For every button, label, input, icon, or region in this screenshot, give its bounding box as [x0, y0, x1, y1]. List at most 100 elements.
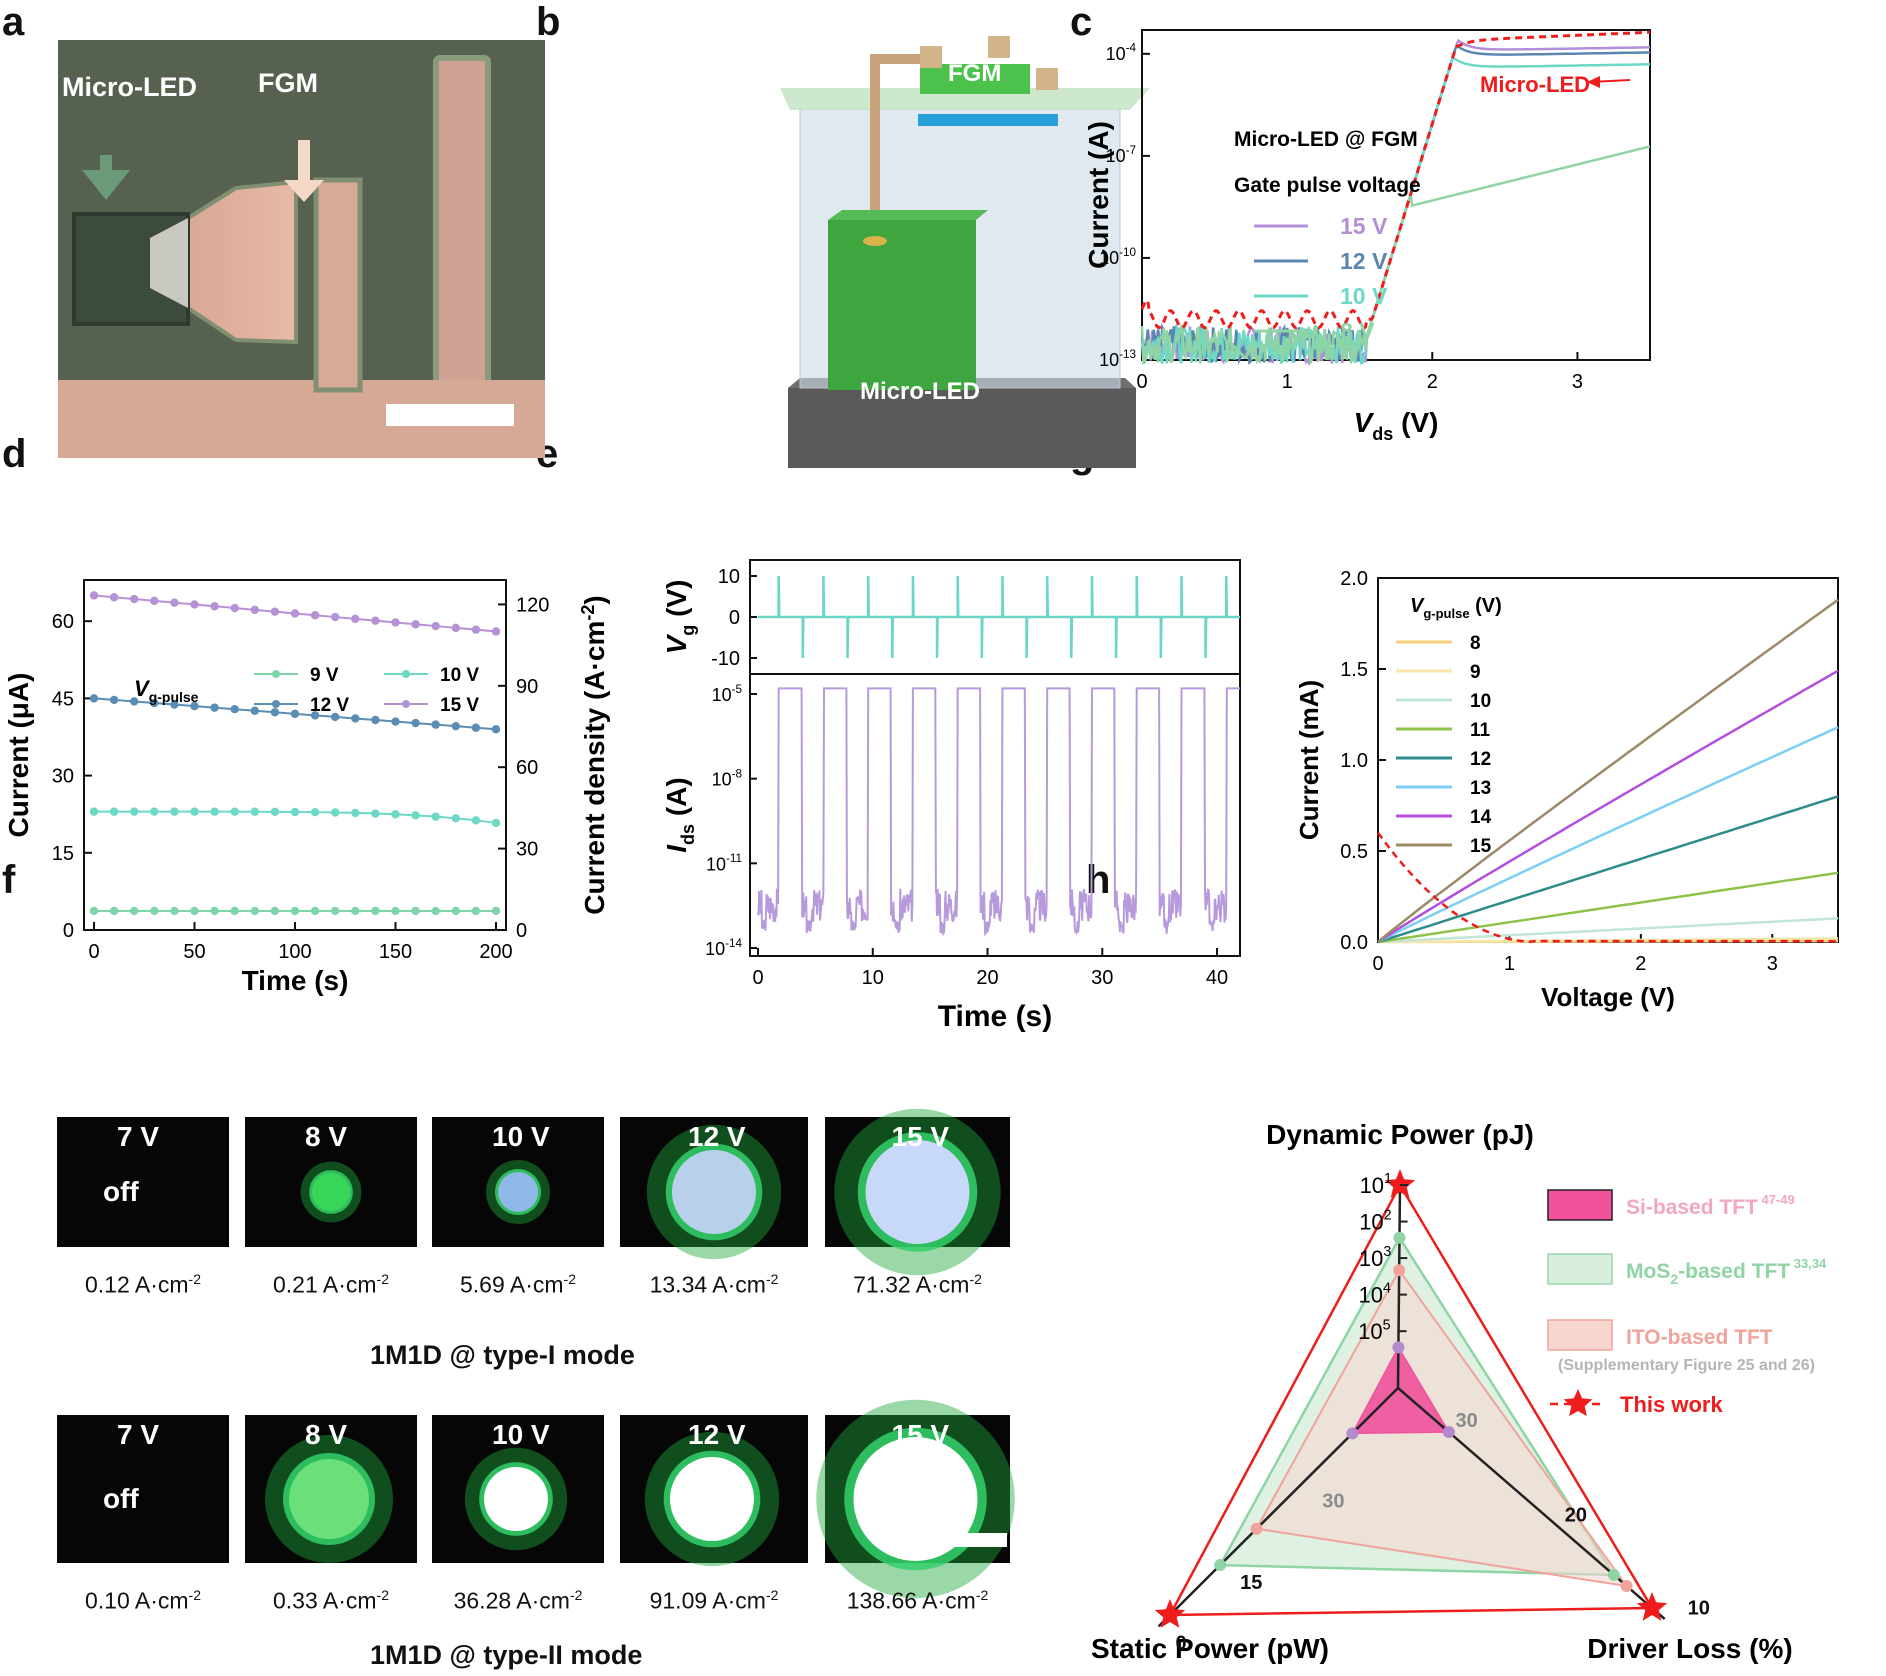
static-tick-label: 30	[1322, 1490, 1344, 1512]
x-tick-label: 3	[1572, 371, 1583, 393]
y-tick-label: 10-5	[712, 683, 743, 705]
data-point	[150, 596, 159, 606]
static-tick-label: 0	[1175, 1633, 1186, 1655]
glow-core	[672, 1150, 756, 1234]
data-point	[89, 694, 99, 703]
dynamic-tick-label: 102	[1359, 1208, 1391, 1235]
data-point	[210, 703, 219, 712]
x-tick-label: 0	[1136, 371, 1147, 393]
y-tick-label: 10-11	[706, 852, 742, 874]
vertex-marker	[1346, 1427, 1359, 1440]
radar-axis	[1157, 1387, 1399, 1628]
glow-core	[865, 1140, 970, 1244]
data-point	[150, 698, 159, 708]
chart-c: 0 1 2 3 10-13 10-10 10-7 10-4 Vds (V) Current (A)…	[1083, 29, 1651, 444]
legend-label-mos2: MoS2-based TFT 33,34	[1626, 1256, 1827, 1287]
axes-frame	[1141, 29, 1651, 361]
voltage-label: 15 V	[891, 1121, 950, 1152]
data-point	[411, 718, 420, 728]
series-Micro-LED	[1140, 30, 1651, 330]
legend-label: 12 V	[1340, 248, 1388, 274]
x-tick-label: 1	[1504, 953, 1515, 975]
legend-title-1: Micro-LED @ FGM	[1234, 128, 1418, 151]
current-density-caption: 0.33 A·cm-2	[273, 1587, 389, 1614]
axis-label-dynamic: Dynamic Power (pJ)	[1266, 1119, 1534, 1150]
legend-label: 12 V	[310, 695, 349, 716]
dynamic-tick-label: 104	[1358, 1281, 1390, 1308]
data-point	[391, 906, 400, 916]
x-tick-label: 0	[1372, 953, 1383, 975]
chart-e: 10 0 -10 10-5 10-8 10-11 10-14 0 10 20 30 40 Time (s…	[661, 559, 1241, 1033]
y-tick-label: 15	[52, 843, 74, 865]
legend-marker	[272, 700, 280, 708]
vertex-marker	[1442, 1426, 1455, 1438]
legend-label-this-work: This work	[1620, 1392, 1723, 1417]
data-point	[351, 906, 360, 916]
data-point	[109, 593, 119, 602]
data-point	[451, 623, 460, 633]
data-point	[351, 714, 360, 723]
data-point	[451, 814, 460, 823]
legend-marker	[402, 700, 410, 708]
panel-label-a: a	[2, 0, 25, 44]
data-point	[190, 701, 199, 711]
data-point	[391, 618, 400, 627]
glow-core	[670, 1457, 754, 1541]
legend-marker	[402, 670, 410, 678]
y-tick-label: 10-7	[1106, 144, 1136, 166]
data-point	[331, 712, 340, 722]
y-axis-label: Current (A)	[1083, 121, 1114, 269]
legend-title: Vg-pulse (V)	[1410, 595, 1502, 621]
label-micro-led: Micro-LED	[62, 72, 197, 102]
data-point	[109, 906, 119, 916]
legend-label: 9 V	[310, 665, 339, 686]
data-point	[391, 717, 400, 726]
y2-tick-label: 0	[516, 920, 527, 942]
axis-label-static: Static Power (pW)	[1091, 1633, 1329, 1664]
y-tick-label: 10-14	[705, 937, 742, 959]
glow-core	[289, 1459, 369, 1539]
x-axis-label: Time (s)	[938, 1000, 1052, 1033]
legend-label: 13	[1470, 778, 1491, 799]
data-point	[471, 723, 481, 732]
dynamic-tick-label: 105	[1358, 1317, 1390, 1344]
chart-h: Dynamic Power (pJ) Static Power (pW) Drive…	[1091, 1119, 1827, 1664]
glow-core	[498, 1172, 538, 1212]
vertex-marker	[1392, 1341, 1405, 1354]
panel-label-b: b	[536, 0, 561, 44]
data-point	[190, 906, 199, 916]
loss-tick-label: 20	[1565, 1505, 1587, 1527]
x-tick-label: 150	[379, 941, 412, 963]
data-point	[230, 807, 239, 816]
glow-core	[853, 1437, 978, 1561]
data-point	[411, 906, 420, 916]
scale-bar	[935, 1533, 1007, 1547]
legend-label: 14	[1470, 807, 1492, 828]
static-tick-label: 15	[1240, 1572, 1262, 1594]
data-point	[89, 807, 99, 816]
data-point	[371, 616, 380, 625]
data-point	[270, 607, 280, 616]
legend-title-2: Gate pulse voltage	[1234, 174, 1421, 197]
y-tick-label: 45	[52, 688, 74, 710]
micrograph-row1-4: 15 V	[825, 1108, 1010, 1276]
legend-label: 10	[1470, 691, 1491, 712]
data-point	[190, 600, 199, 609]
data-point	[491, 725, 501, 734]
data-point	[431, 720, 440, 729]
y-axis-label: Current (mA)	[1294, 680, 1324, 840]
voltage-label: 10 V	[492, 1419, 550, 1450]
legend-swatch-mos2	[1547, 1253, 1613, 1285]
legend-label-si: Si-based TFT 47-49	[1626, 1192, 1795, 1219]
legend-label: 10 V	[440, 665, 479, 686]
data-point	[310, 611, 320, 620]
y-tick-label: 0	[729, 607, 740, 629]
series-13	[1377, 726, 1839, 944]
y-tick-label: 10-8	[712, 768, 742, 790]
data-point	[491, 627, 501, 636]
data-point	[230, 906, 239, 916]
panel-label-f: f	[2, 858, 16, 902]
y-tick-label: 60	[52, 611, 74, 633]
y2-tick-label: 30	[516, 839, 538, 861]
